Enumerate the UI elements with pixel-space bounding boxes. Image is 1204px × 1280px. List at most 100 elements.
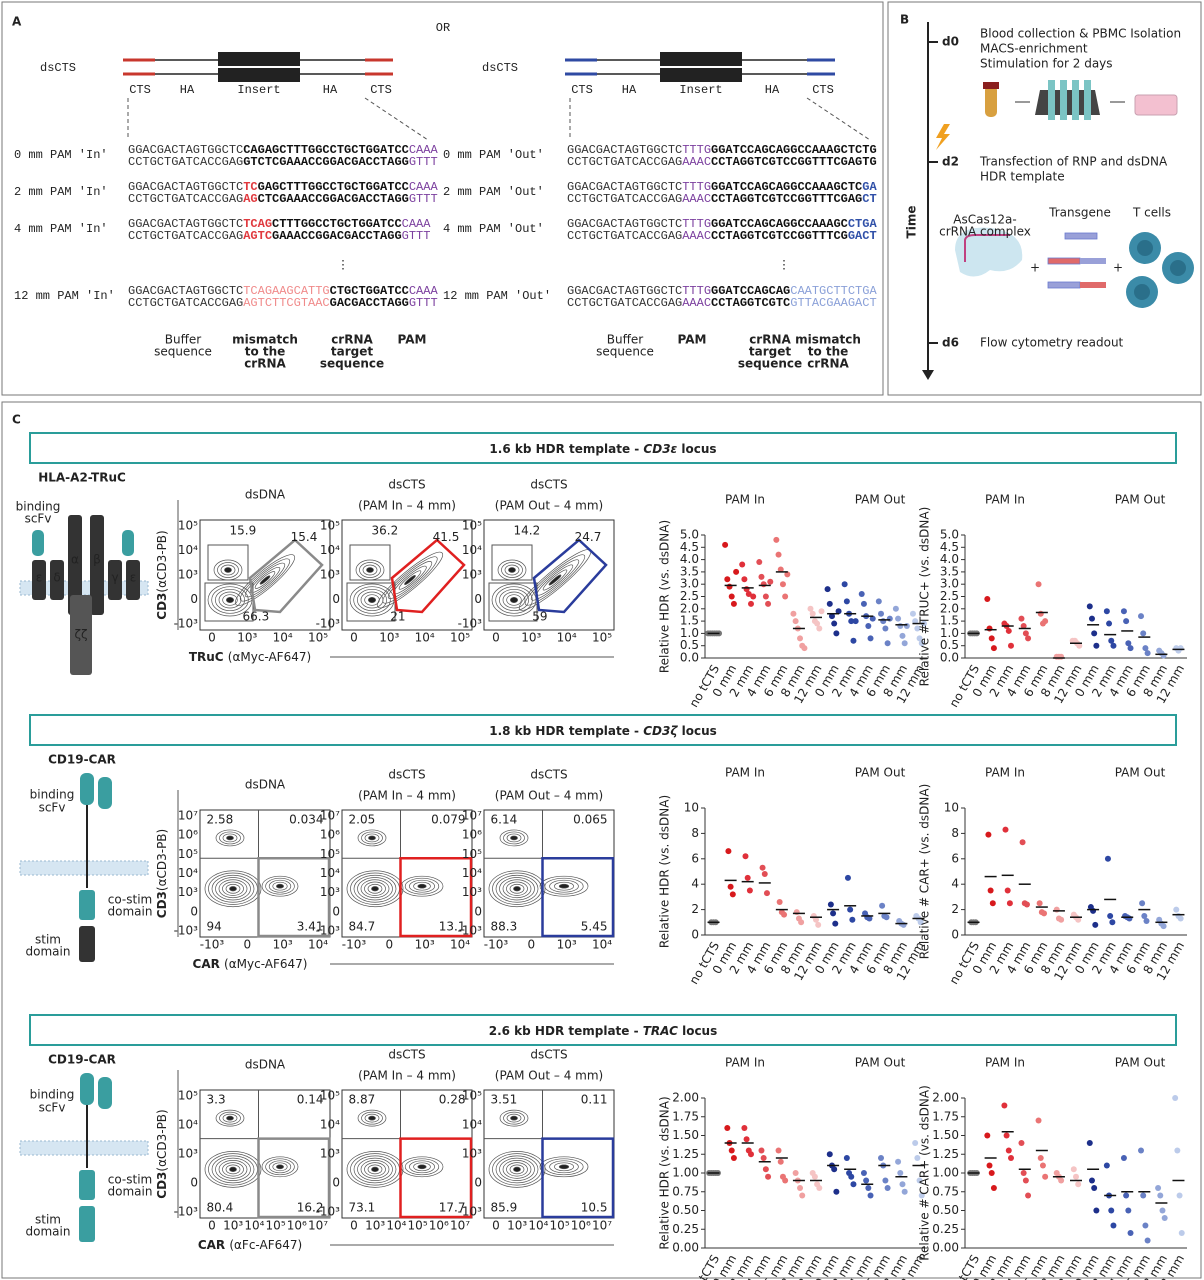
data-point [782, 1177, 789, 1184]
panel-label: A [12, 15, 22, 29]
contour [226, 1115, 234, 1121]
data-point [1108, 637, 1115, 644]
well-plate [1134, 94, 1178, 116]
sequence: GGACGACTAGTGGCTCTTTGGGATCCAGCAGGCCAAAGCT… [567, 143, 877, 157]
data-point [725, 848, 732, 855]
data-point [733, 568, 740, 575]
sequence-segment: CAAA [409, 143, 439, 157]
step-text: Stimulation for 2 days [980, 57, 1113, 71]
sequence-segment: GACGACCTAGG [330, 296, 409, 310]
label-part: (αCD3-PB) [155, 530, 169, 592]
construct-label: domain [108, 1185, 153, 1199]
data-point [833, 1188, 840, 1195]
flow-tick-label: 10⁵ [320, 519, 340, 533]
label-part: (αCD3-PB) [155, 829, 169, 891]
chain-label: δ [53, 571, 60, 585]
day-label: d2 [942, 155, 959, 169]
data-point [1002, 826, 1009, 833]
gate-value: 85.9 [491, 1200, 518, 1214]
step-text: HDR template [980, 170, 1065, 184]
gate-value: 73.1 [349, 1200, 376, 1214]
flow-tick-label: -10³ [342, 938, 367, 952]
gate [491, 544, 533, 581]
contour [222, 1113, 238, 1123]
flow-tick-label: 10⁴ [528, 1219, 548, 1233]
contour [368, 835, 376, 841]
gate-value: 0.079 [431, 813, 465, 827]
data-point [824, 586, 831, 593]
gate-value: 94 [207, 919, 222, 933]
gate-value: 0.065 [573, 813, 607, 827]
data-point [1127, 1230, 1134, 1236]
sequence: CCTGCTGATCACCGAGAGTCGAAACCGGACGACCTAGGGT… [128, 229, 430, 243]
segment-label: HA [622, 83, 637, 97]
data-point [1107, 912, 1114, 919]
contour [510, 835, 518, 841]
contour [268, 879, 292, 893]
group-label: PAM In [985, 493, 1025, 507]
construct-label: binding [16, 500, 61, 514]
data-point [1020, 1170, 1027, 1176]
data-point [746, 887, 753, 894]
data-point [1035, 581, 1042, 588]
blood-tube-cap [983, 82, 999, 89]
contour [357, 1109, 387, 1127]
row-header-part: CD3ζ [643, 724, 678, 738]
contour [353, 874, 397, 903]
flow-tick-label: 0 [474, 904, 482, 918]
y-tick-label: 5.0 [680, 528, 699, 542]
flow-tick-label: -10³ [458, 924, 483, 938]
contour [558, 1164, 570, 1170]
contour [265, 877, 295, 895]
data-point [759, 864, 766, 871]
macs-column [1048, 80, 1055, 120]
data-point [916, 1177, 923, 1184]
macs-column [1084, 80, 1091, 120]
y-tick-label: 2.00 [672, 1091, 699, 1105]
flow-title: dsCTS [530, 1048, 567, 1062]
flow-tick-label: 10³ [237, 631, 257, 645]
membrane [19, 1140, 149, 1156]
contour [361, 1111, 383, 1125]
flow-tick-label: 10⁴ [320, 1118, 340, 1132]
data-point [1108, 1207, 1115, 1214]
contour [367, 883, 383, 894]
contour [268, 1160, 292, 1174]
flow-title: dsCTS [530, 768, 567, 782]
plus: + [1030, 261, 1040, 275]
flow-title: dsDNA [245, 488, 286, 502]
flow-plot-frame [341, 809, 473, 938]
contour [558, 883, 570, 889]
gate-value: 3.3 [207, 1093, 226, 1107]
data-point [844, 874, 851, 881]
contour [488, 1151, 546, 1188]
flow-tick-label: 0 [208, 631, 216, 645]
time-label: Time [905, 206, 919, 239]
contour [357, 877, 393, 901]
legend-text: crRNA [244, 357, 286, 371]
y-tick-label: 3.0 [680, 577, 699, 591]
flow-title: (PAM In – 4 mm) [358, 1069, 456, 1083]
row-label: 0 mm PAM 'Out' [443, 148, 544, 162]
y-tick-label: 1.00 [932, 1166, 959, 1180]
flow-tick-label: 10⁶ [320, 828, 340, 842]
flow-tick-label: 0 [474, 592, 482, 606]
contour [502, 591, 526, 609]
data-point [773, 536, 780, 543]
flow-tick-label: 10³ [178, 568, 198, 582]
icon-label: AsCas12a- [953, 213, 1016, 227]
contour [495, 874, 539, 903]
contour [509, 1164, 525, 1175]
y-tick-label: 10 [684, 801, 699, 815]
data-point [850, 1181, 857, 1188]
sequence-segment: CTTTGGCCTGCTGGATCC [272, 217, 402, 231]
data-point [1025, 1192, 1032, 1199]
legend-text: sequence [596, 345, 654, 359]
flow-tick-label: 10⁵ [550, 1219, 570, 1233]
sequence: GGACGACTAGTGGCTCTTTGGGATCCAGCAGGCCAAAGCT… [567, 180, 877, 194]
data-point [730, 1155, 737, 1161]
flow-tick-label: 10⁴ [557, 631, 577, 645]
legend-text: sequence [320, 357, 384, 371]
flow-title: dsDNA [245, 778, 286, 792]
data-point [797, 1185, 804, 1191]
